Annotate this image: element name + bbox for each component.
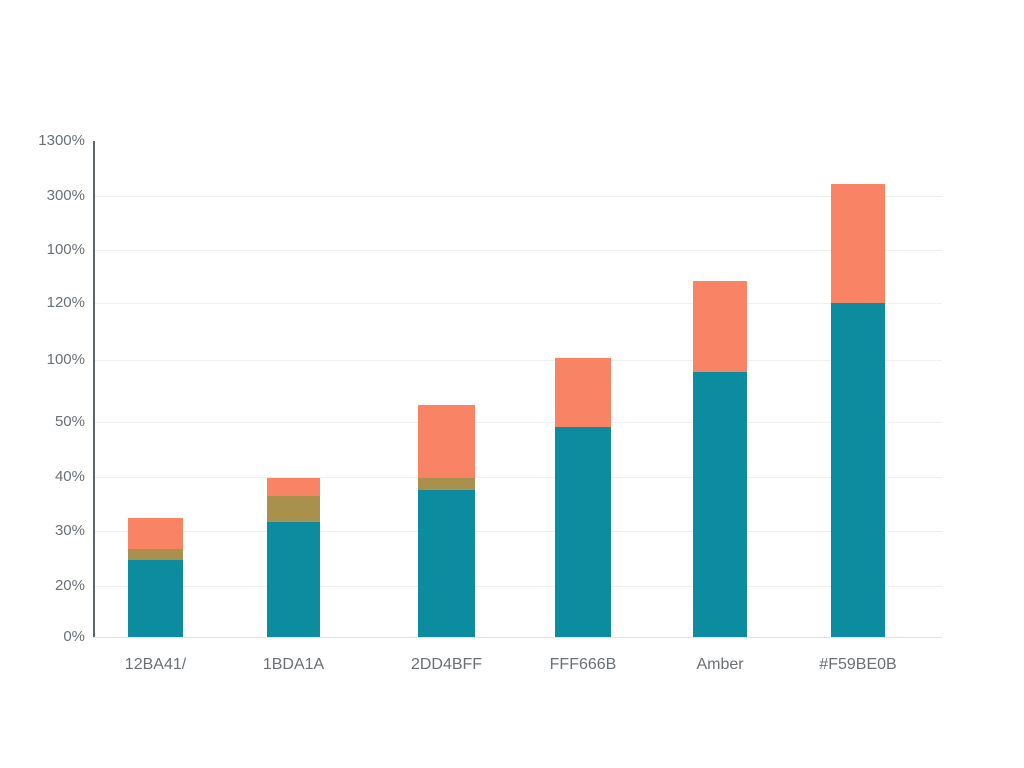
bar-segment-orange — [267, 478, 320, 496]
bar-segment-teal — [267, 522, 320, 637]
gridline — [95, 303, 942, 304]
bar-segment-orange — [418, 405, 475, 478]
bar-segment-orange — [555, 358, 611, 427]
y-axis-tick-label: 40% — [54, 468, 85, 485]
bar-segment-teal — [418, 490, 475, 637]
y-axis-tick-label: 120% — [46, 294, 85, 311]
y-axis-tick-label: 1300% — [38, 132, 85, 149]
gridline — [95, 360, 942, 361]
gridline — [95, 477, 942, 478]
y-axis-tick-label: 100% — [46, 241, 85, 258]
y-axis-tick-label: 50% — [54, 413, 85, 430]
bar-segment-olive — [128, 549, 183, 560]
gridline — [95, 250, 942, 251]
gridline — [95, 531, 942, 532]
bar-segment-orange — [831, 184, 885, 303]
bar-segment-teal — [555, 427, 611, 637]
y-axis-line — [93, 141, 95, 638]
x-axis-category-label: Amber — [696, 656, 744, 673]
bar-segment-orange — [693, 281, 747, 372]
bar-segment-teal — [831, 303, 885, 637]
bar-segment-teal — [128, 560, 183, 637]
bar-segment-teal — [693, 372, 747, 637]
gridline — [95, 586, 942, 587]
y-axis-tick-label: 100% — [46, 351, 85, 368]
bar-segment-olive — [418, 478, 475, 490]
bar-segment-olive — [267, 496, 320, 522]
y-axis-tick-label: 300% — [46, 187, 85, 204]
x-axis-line — [93, 637, 942, 638]
gridline — [95, 422, 942, 423]
y-axis-tick-label: 20% — [54, 577, 85, 594]
y-axis-tick-label: 30% — [54, 522, 85, 539]
bar-segment-orange — [128, 518, 183, 549]
x-axis-category-label: #F59BE0B — [819, 656, 897, 673]
gridline — [95, 196, 942, 197]
x-axis-category-label: 1BDA1A — [262, 656, 325, 673]
y-axis-tick-label: 0% — [63, 628, 85, 645]
x-axis-category-label: FFF666B — [549, 656, 617, 673]
x-axis-category-label: 12BA41/ — [124, 656, 187, 673]
x-axis-category-label: 2DD4BFF — [410, 656, 483, 673]
